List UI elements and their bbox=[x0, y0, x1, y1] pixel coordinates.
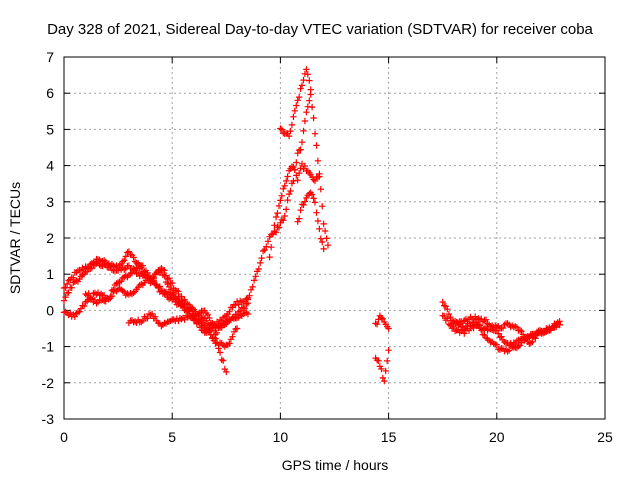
chart-title: Day 328 of 2021, Sidereal Day-to-day VTE… bbox=[47, 21, 593, 38]
data-point-markers bbox=[266, 160, 323, 261]
data-point-markers bbox=[372, 312, 392, 332]
x-tick-label: 20 bbox=[489, 429, 505, 445]
data-series bbox=[372, 347, 392, 385]
y-tick-label: 1 bbox=[46, 266, 54, 282]
x-tick-label: 10 bbox=[273, 429, 289, 445]
data-series bbox=[266, 160, 323, 261]
data-point-markers bbox=[244, 91, 332, 301]
y-tick-label: -2 bbox=[42, 375, 55, 391]
data-series bbox=[277, 66, 314, 140]
x-axis-label: GPS time / hours bbox=[282, 457, 389, 473]
y-tick-label: 7 bbox=[46, 49, 54, 65]
y-tick-label: 0 bbox=[46, 302, 54, 318]
y-tick-label: 4 bbox=[46, 158, 54, 174]
data-point-markers bbox=[450, 313, 563, 347]
x-tick-label: 15 bbox=[381, 429, 397, 445]
x-tick-label: 25 bbox=[597, 429, 613, 445]
y-tick-label: 5 bbox=[46, 121, 54, 137]
data-point-markers bbox=[294, 189, 327, 253]
data-point-markers bbox=[125, 295, 252, 336]
y-tick-label: -1 bbox=[42, 339, 55, 355]
data-series bbox=[125, 295, 252, 336]
tick-layer: 0 5 10 15 20 25 -3 -2 -1 0 1 2 3 4 5 6 7 bbox=[42, 49, 613, 445]
data-point-markers bbox=[277, 66, 314, 140]
x-tick-label: 0 bbox=[60, 429, 68, 445]
y-tick-label: 2 bbox=[46, 230, 54, 246]
data-series bbox=[244, 91, 332, 301]
x-tick-label: 5 bbox=[168, 429, 176, 445]
data-layer bbox=[60, 66, 563, 385]
data-series bbox=[372, 312, 392, 332]
y-tick-label: -3 bbox=[42, 411, 55, 427]
y-tick-label: 6 bbox=[46, 85, 54, 101]
data-series bbox=[450, 313, 563, 347]
data-series bbox=[294, 189, 327, 253]
data-point-markers bbox=[60, 274, 252, 338]
y-axis-label: SDTVAR / TECUs bbox=[7, 182, 23, 294]
grid-layer bbox=[64, 57, 605, 419]
data-series bbox=[60, 274, 252, 338]
y-tick-label: 3 bbox=[46, 194, 54, 210]
data-point-markers bbox=[372, 347, 392, 385]
